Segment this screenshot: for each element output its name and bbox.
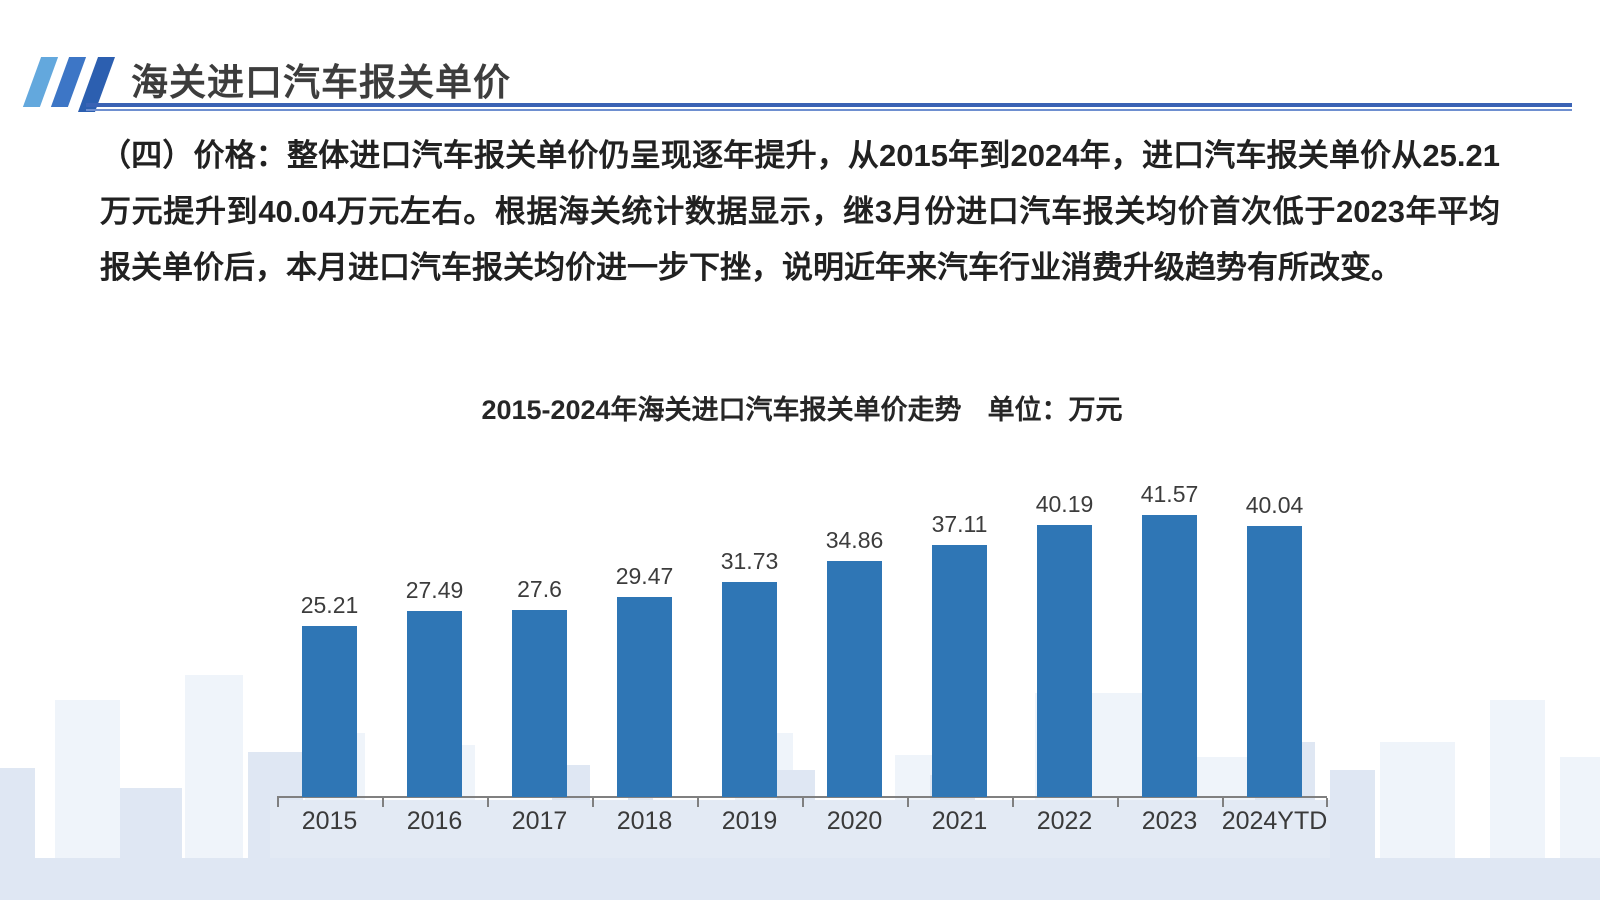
summary-paragraph: （四）价格：整体进口汽车报关单价仍呈现逐年提升，从2015年到2024年，进口汽… <box>100 138 1500 285</box>
chart-category-cell: 40.04 2024YTD <box>1222 450 1328 835</box>
axis-tick <box>1326 798 1328 807</box>
chart-category-cell: 34.86 2020 <box>802 450 907 835</box>
category-label-2018: 2018 <box>616 807 673 835</box>
chart-category-cell: 41.57 2023 <box>1117 450 1222 835</box>
value-label-2022: 40.19 <box>1035 491 1094 517</box>
value-label-2021: 37.11 <box>931 511 988 537</box>
axis-tick <box>382 798 384 807</box>
axis-tick <box>277 798 279 807</box>
value-label-2015: 25.21 <box>300 592 359 618</box>
category-label-2015: 2015 <box>301 807 358 835</box>
value-label-2024YTD: 40.04 <box>1245 492 1304 518</box>
value-label-2020: 34.86 <box>825 527 884 553</box>
bar-2017 <box>512 610 567 797</box>
axis-tick <box>592 798 594 807</box>
category-label-2016: 2016 <box>406 807 463 835</box>
skyline-band <box>0 858 1600 900</box>
axis-tick <box>1012 798 1014 807</box>
bar-2015 <box>302 626 357 797</box>
x-axis <box>277 796 1327 798</box>
bar-2022 <box>1037 525 1092 797</box>
value-label-2019: 31.73 <box>720 548 779 574</box>
value-label-2018: 29.47 <box>615 563 674 589</box>
chart-category-cell: 37.11 2021 <box>907 450 1012 835</box>
chart-title: 2015-2024年海关进口汽车报关单价走势 单位：万元 <box>277 388 1327 427</box>
category-label-2017: 2017 <box>511 807 568 835</box>
axis-tick <box>802 798 804 807</box>
header-rule-thick <box>86 103 1572 107</box>
category-label-2021: 2021 <box>931 807 988 835</box>
category-label-2024YTD: 2024YTD <box>1221 807 1328 835</box>
bar-2019 <box>722 582 777 797</box>
value-label-2023: 41.57 <box>1140 481 1199 507</box>
category-label-2023: 2023 <box>1141 807 1198 835</box>
category-label-2022: 2022 <box>1036 807 1093 835</box>
chart-title-text: 2015-2024年海关进口汽车报关单价走势 <box>481 395 962 425</box>
bar-2023 <box>1142 515 1197 797</box>
axis-tick <box>907 798 909 807</box>
chart-category-cell: 25.21 2015 <box>277 450 382 835</box>
chart-unit-label: 单位：万元 <box>987 395 1123 425</box>
bar-2020 <box>827 561 882 797</box>
bar-2016 <box>407 611 462 797</box>
page-title: 海关进口汽车报关单价 <box>131 62 511 103</box>
bar-2018 <box>617 597 672 797</box>
bar-2024YTD <box>1247 526 1302 797</box>
chart-category-cell: 31.73 2019 <box>697 450 802 835</box>
chart-category-cell: 27.6 2017 <box>487 450 592 835</box>
chart-category-cell: 29.47 2018 <box>592 450 697 835</box>
value-label-2017: 27.6 <box>517 576 562 602</box>
header-rule-thin <box>86 109 1572 111</box>
bar-chart: 25.21 2015 27.49 2016 27.6 2017 29.47 2018 31.73… <box>277 450 1328 835</box>
chart-category-cell: 40.19 2022 <box>1012 450 1117 835</box>
axis-tick <box>697 798 699 807</box>
category-label-2019: 2019 <box>721 807 778 835</box>
chart-category-cell: 27.49 2016 <box>382 450 487 835</box>
axis-tick <box>1222 798 1224 807</box>
axis-tick <box>1117 798 1119 807</box>
value-label-2016: 27.49 <box>405 577 464 603</box>
category-label-2020: 2020 <box>826 807 883 835</box>
axis-tick <box>487 798 489 807</box>
bar-2021 <box>932 545 987 797</box>
